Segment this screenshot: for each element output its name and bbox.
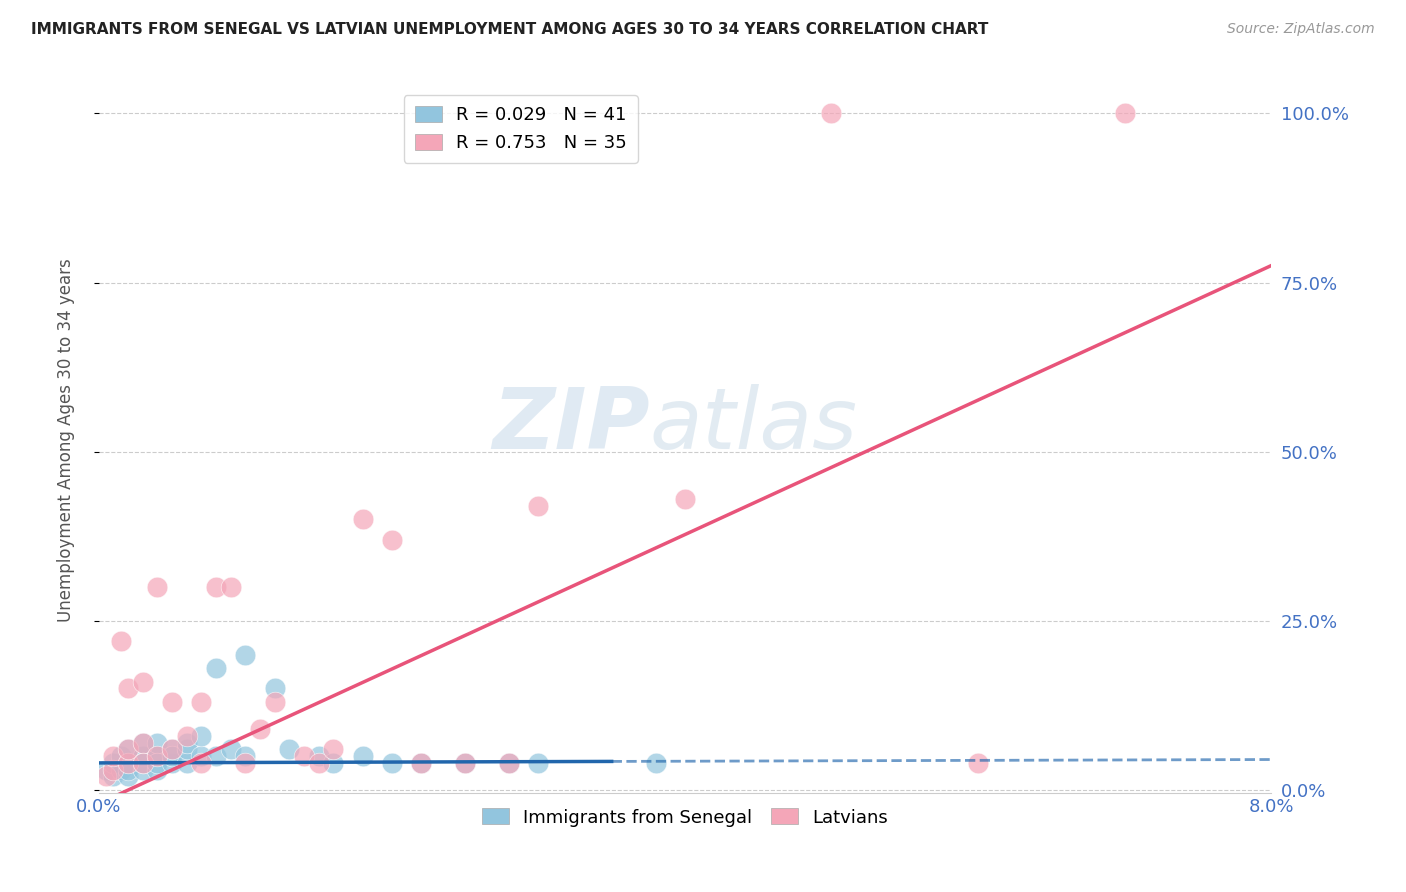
Point [1114, 106, 1136, 120]
Point [117, 756, 139, 770]
Point [233, 749, 256, 764]
Point [498, 756, 520, 770]
Text: Source: ZipAtlas.com: Source: ZipAtlas.com [1227, 22, 1375, 37]
Legend: Immigrants from Senegal, Latvians: Immigrants from Senegal, Latvians [475, 801, 896, 834]
Point [176, 742, 198, 756]
Point [292, 749, 315, 764]
Point [233, 756, 256, 770]
Point [146, 763, 169, 777]
Point [110, 634, 132, 648]
Point [103, 769, 125, 783]
Point [322, 756, 344, 770]
Point [176, 756, 198, 770]
Point [527, 756, 550, 770]
Point [132, 756, 155, 770]
Point [146, 749, 169, 764]
Point [352, 749, 374, 764]
Point [110, 763, 132, 777]
Point [176, 736, 198, 750]
Point [352, 512, 374, 526]
Y-axis label: Unemployment Among Ages 30 to 34 years: Unemployment Among Ages 30 to 34 years [58, 258, 75, 622]
Point [132, 756, 155, 770]
Point [527, 499, 550, 513]
Point [103, 763, 125, 777]
Point [205, 661, 228, 675]
Point [110, 749, 132, 764]
Point [94, 769, 117, 783]
Point [146, 756, 169, 770]
Point [190, 756, 212, 770]
Point [176, 729, 198, 743]
Point [263, 681, 285, 696]
Point [132, 674, 155, 689]
Point [103, 749, 125, 764]
Text: ZIP: ZIP [492, 384, 650, 467]
Point [411, 756, 433, 770]
Point [117, 763, 139, 777]
Point [117, 769, 139, 783]
Point [132, 763, 155, 777]
Point [146, 580, 169, 594]
Point [644, 756, 666, 770]
Point [117, 742, 139, 756]
Point [205, 749, 228, 764]
Point [146, 749, 169, 764]
Point [381, 756, 404, 770]
Point [117, 742, 139, 756]
Point [190, 695, 212, 709]
Point [278, 742, 301, 756]
Point [117, 681, 139, 696]
Point [454, 756, 477, 770]
Point [205, 580, 228, 594]
Point [381, 533, 404, 547]
Point [673, 491, 696, 506]
Point [190, 749, 212, 764]
Point [263, 695, 285, 709]
Text: IMMIGRANTS FROM SENEGAL VS LATVIAN UNEMPLOYMENT AMONG AGES 30 TO 34 YEARS CORREL: IMMIGRANTS FROM SENEGAL VS LATVIAN UNEMP… [31, 22, 988, 37]
Point [190, 729, 212, 743]
Text: atlas: atlas [650, 384, 858, 467]
Point [160, 749, 183, 764]
Point [160, 756, 183, 770]
Point [322, 742, 344, 756]
Point [132, 749, 155, 764]
Point [233, 648, 256, 662]
Point [117, 756, 139, 770]
Point [498, 756, 520, 770]
Point [132, 736, 155, 750]
Point [308, 749, 330, 764]
Point [967, 756, 990, 770]
Point [146, 736, 169, 750]
Point [103, 756, 125, 770]
Point [249, 722, 271, 736]
Point [308, 756, 330, 770]
Point [820, 106, 842, 120]
Point [219, 742, 242, 756]
Point [411, 756, 433, 770]
Point [160, 742, 183, 756]
Point [94, 763, 117, 777]
Point [132, 736, 155, 750]
Point [160, 695, 183, 709]
Point [219, 580, 242, 594]
Point [160, 742, 183, 756]
Point [454, 756, 477, 770]
